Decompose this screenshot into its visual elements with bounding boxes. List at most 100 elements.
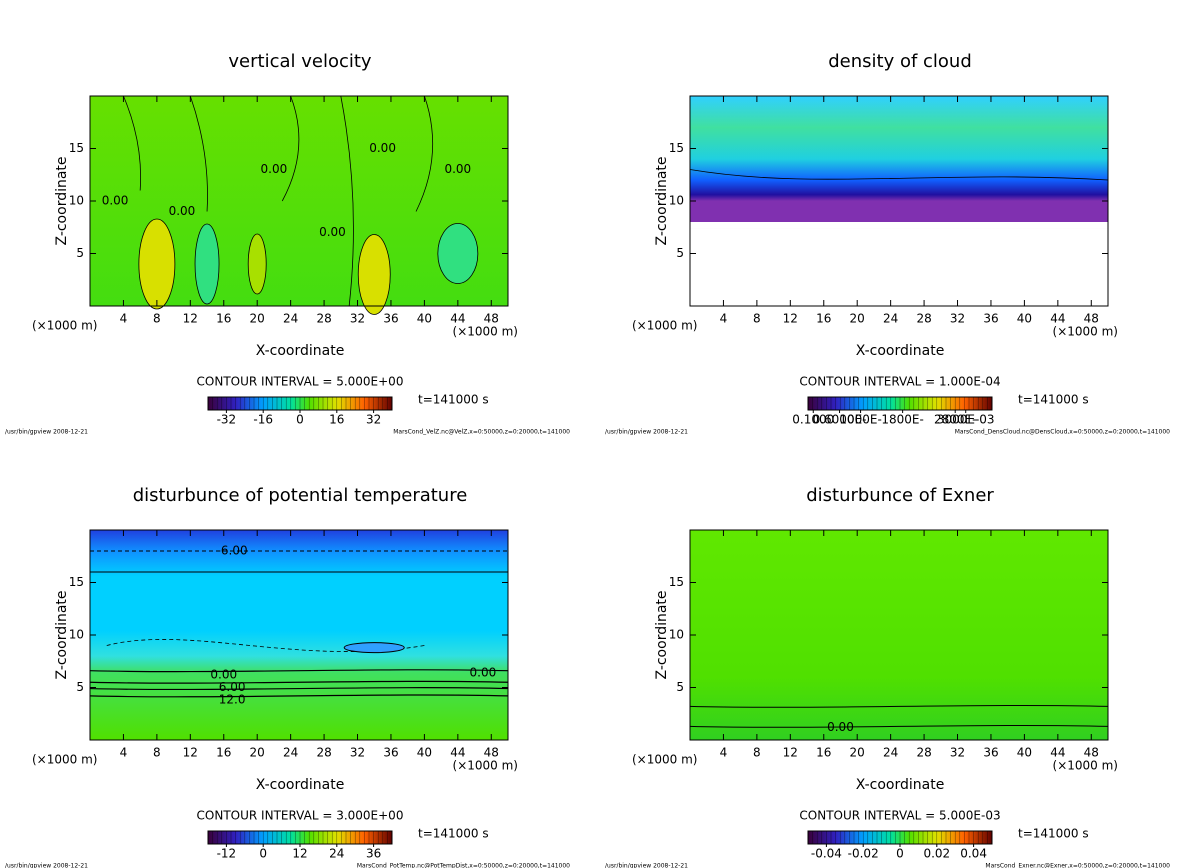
- x-axis-title: X-coordinate: [256, 777, 345, 793]
- y-unit: (×1000 m): [32, 753, 97, 767]
- footer: /usr/bin/gpview 2008-12-21: [605, 429, 688, 436]
- time-label: t=141000 s: [1018, 827, 1089, 841]
- y-axis-title: Z-coordinate: [654, 590, 670, 679]
- x-tick-label: 28: [316, 312, 331, 326]
- x-unit: (×1000 m): [1053, 325, 1118, 339]
- colorbar-tick-label: -0.02: [848, 847, 879, 861]
- contour-line: [340, 95, 354, 307]
- x-tick-label: 48: [1084, 312, 1099, 326]
- x-tick-label: 40: [1017, 312, 1032, 326]
- x-tick-label: 16: [216, 746, 231, 760]
- y-tick-label: 5: [76, 680, 84, 694]
- field-blob: [138, 218, 176, 310]
- contour-label: 0.00: [470, 665, 497, 679]
- y-tick-label: 10: [669, 194, 684, 208]
- contour-label: 0.00: [369, 141, 396, 155]
- contour-line: [689, 724, 1109, 728]
- x-unit: (×1000 m): [1053, 759, 1118, 773]
- x-tick-label: 40: [417, 312, 432, 326]
- x-tick-label: 20: [850, 746, 865, 760]
- x-tick-label: 16: [216, 312, 231, 326]
- x-tick-label: 4: [120, 746, 128, 760]
- x-tick-label: 44: [1050, 312, 1065, 326]
- field-blob: [247, 233, 267, 295]
- x-tick-label: 20: [250, 746, 265, 760]
- colorbar-tick-label: -12: [217, 847, 237, 861]
- chart-title: disturbunce of Exner: [806, 485, 994, 506]
- y-axis-title: Z-coordinate: [654, 156, 670, 245]
- field-blob: [437, 223, 479, 284]
- y-tick-label: 5: [76, 246, 84, 260]
- footer: /usr/bin/gpview 2008-12-21: [605, 863, 688, 868]
- x-axis-title: X-coordinate: [856, 343, 945, 359]
- contour-label: 0.00: [827, 720, 854, 734]
- colorbar-tick-label: 32: [366, 413, 381, 427]
- contour-label: 6.00: [219, 680, 246, 694]
- contour-label: -6.00: [217, 544, 248, 558]
- x-tick-label: 48: [484, 746, 499, 760]
- source: MarsCond_Exner.nc@Exner,x=0:50000,z=0:20…: [985, 863, 1170, 868]
- x-tick-label: 16: [816, 746, 831, 760]
- colorbar-tick-label: 36: [366, 847, 381, 861]
- colorbar-tick-label: 12: [292, 847, 307, 861]
- x-tick-label: 32: [350, 746, 365, 760]
- colorbar-tick-label: -16: [253, 413, 273, 427]
- field: [90, 530, 508, 740]
- x-tick-label: 20: [250, 312, 265, 326]
- contour-line: [123, 95, 141, 191]
- x-tick-label: 40: [417, 746, 432, 760]
- contour-line: [89, 669, 509, 673]
- x-tick-label: 8: [153, 312, 161, 326]
- y-tick-label: 10: [69, 194, 84, 208]
- x-tick-label: 44: [450, 746, 465, 760]
- x-tick-label: 44: [450, 312, 465, 326]
- source: MarsCond_VelZ.nc@VelZ,x=0:50000,z=0:2000…: [393, 429, 570, 436]
- colorbar-tick-label: 24: [329, 847, 344, 861]
- contour-line: [689, 169, 1109, 181]
- x-axis-title: X-coordinate: [856, 777, 945, 793]
- x-tick-label: 12: [183, 312, 198, 326]
- colorbar-tick-label: 1800E-: [881, 413, 923, 427]
- x-tick-label: 24: [883, 312, 898, 326]
- contour-line: [89, 687, 509, 691]
- contour-line: [281, 95, 300, 202]
- field-blob: [343, 642, 405, 654]
- contour-line: [689, 704, 1109, 708]
- x-tick-label: 32: [950, 312, 965, 326]
- y-unit: (×1000 m): [32, 319, 97, 333]
- x-tick-label: 44: [1050, 746, 1065, 760]
- field: [690, 96, 1108, 306]
- colorbar-tick-label: -32: [217, 413, 237, 427]
- contour-label: 0.00: [319, 225, 346, 239]
- contour-interval: CONTOUR INTERVAL = 1.000E-04: [799, 375, 1000, 389]
- x-tick-label: 28: [916, 312, 931, 326]
- source: MarsCond_DensCloud.nc@DensCloud,x=0:5000…: [955, 429, 1170, 436]
- y-tick-label: 10: [69, 628, 84, 642]
- contour-label: 0.00: [102, 194, 129, 208]
- colorbar-tick-label: 0.1000: [792, 413, 834, 427]
- footer: /usr/bin/gpview 2008-12-21: [5, 429, 88, 436]
- y-tick-label: 15: [669, 141, 684, 155]
- footer: /usr/bin/gpview 2008-12-21: [5, 863, 88, 868]
- x-unit: (×1000 m): [453, 325, 518, 339]
- contour-line: [189, 95, 208, 212]
- x-tick-label: 8: [753, 746, 761, 760]
- contour-line: [89, 694, 509, 698]
- x-tick-label: 36: [383, 746, 398, 760]
- x-tick-label: 4: [720, 312, 728, 326]
- contour-interval: CONTOUR INTERVAL = 5.000E+00: [197, 375, 404, 389]
- colorbar-tick-label: 0.6000E-: [813, 413, 867, 427]
- contour-label: 0.00: [210, 667, 237, 681]
- contour-line: [89, 680, 509, 684]
- y-tick-label: 5: [676, 246, 684, 260]
- colorbar-tick-label: 0.02: [923, 847, 950, 861]
- field-blob: [357, 234, 391, 315]
- y-tick-label: 15: [669, 575, 684, 589]
- x-tick-label: 24: [283, 746, 298, 760]
- x-tick-label: 8: [753, 312, 761, 326]
- colorbar-tick-label: 3000E-03: [937, 413, 995, 427]
- chart-title: disturbunce of potential temperature: [133, 485, 468, 506]
- x-tick-label: 4: [720, 746, 728, 760]
- colorbar-tick-label: 2800E-: [934, 413, 976, 427]
